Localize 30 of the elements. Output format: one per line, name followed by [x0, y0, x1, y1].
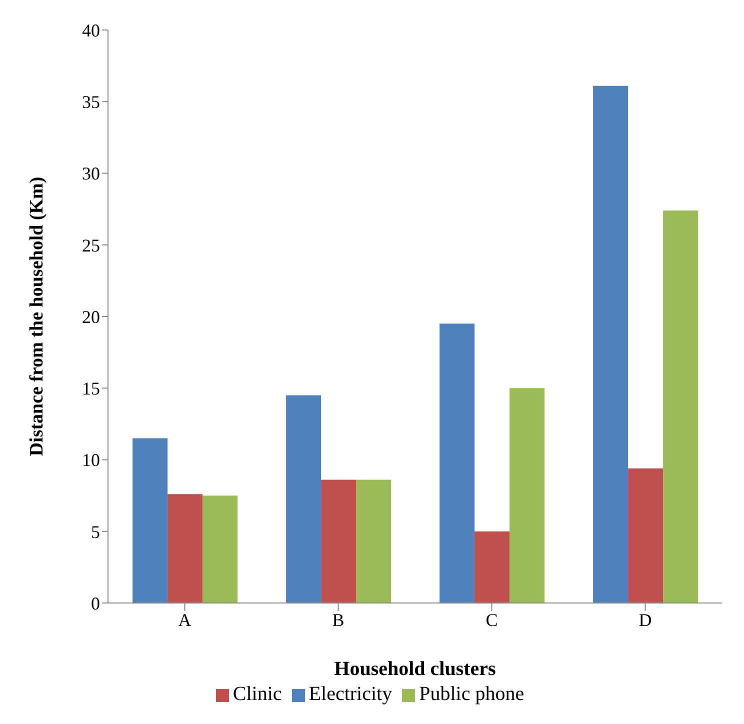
x-axis-title: Household clusters	[334, 658, 496, 680]
y-axis-title: Distance from the household (Km)	[26, 176, 48, 456]
bar	[132, 438, 168, 603]
y-tick-label: 20	[82, 306, 100, 327]
y-tick-label: 0	[91, 593, 100, 614]
y-tick-label: 10	[82, 450, 100, 470]
y-tick-label: 35	[82, 92, 100, 112]
y-tick-label: 25	[82, 235, 100, 256]
bar	[168, 494, 203, 603]
bar	[440, 324, 475, 603]
y-tick-label: 15	[82, 378, 100, 399]
y-tick-label: 30	[82, 164, 100, 184]
bar	[510, 388, 545, 603]
x-tick-label: B	[332, 610, 344, 630]
x-tick-label: C	[486, 610, 498, 630]
legend-label: Public phone	[419, 683, 524, 705]
y-tick-label: 40	[82, 20, 100, 40]
bar	[356, 480, 392, 603]
bar	[202, 496, 238, 603]
bar	[663, 210, 698, 603]
bar	[286, 395, 322, 603]
bar	[474, 531, 510, 603]
legend-label: Electricity	[308, 683, 392, 705]
bar	[628, 468, 664, 603]
x-tick-label: A	[178, 610, 192, 630]
bar	[321, 480, 356, 603]
legend-label: Clinic	[232, 683, 282, 705]
y-tick-label: 5	[91, 522, 100, 542]
bar	[593, 86, 628, 603]
x-tick-label: D	[638, 610, 652, 630]
